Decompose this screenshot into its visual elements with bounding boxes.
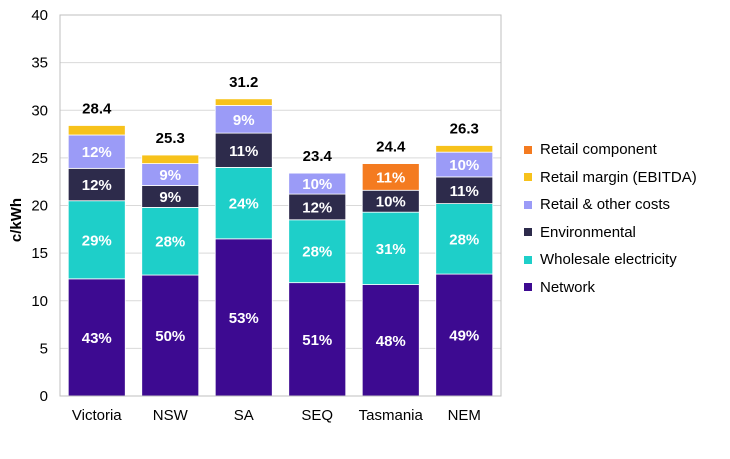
legend-item: Retail & other costs xyxy=(524,191,697,219)
segment-label: 10% xyxy=(302,176,332,193)
segment-label: 10% xyxy=(376,194,406,211)
x-tick-label: Victoria xyxy=(72,407,122,424)
bars: 43% 29% 12% 12% 28.4 50% 28% 9% 9% 25.3 53% 24% 11% 9… xyxy=(67,74,494,397)
bar-segment xyxy=(435,203,494,275)
y-tick-label: 20 xyxy=(31,198,48,215)
legend-item: Retail component xyxy=(524,136,697,164)
segment-label: 9% xyxy=(159,167,181,184)
segment-label: 28% xyxy=(449,231,479,248)
axes: 0 5 10 15 20 25 30 35 40 Victoria NSW SA SEQ Tasmania… xyxy=(31,7,502,424)
y-tick-label: 30 xyxy=(31,102,48,119)
y-tick-label: 25 xyxy=(31,150,48,167)
bar-segment xyxy=(67,200,126,280)
y-tick-label: 15 xyxy=(31,245,48,262)
total-label: 25.3 xyxy=(156,130,185,147)
segment-label: 51% xyxy=(302,332,332,349)
bar-segment xyxy=(288,282,347,397)
total-label: 23.4 xyxy=(303,148,333,165)
bar-segment xyxy=(67,134,126,169)
x-tick-label: Tasmania xyxy=(359,407,424,424)
legend-swatch xyxy=(524,255,532,264)
bar-segment xyxy=(361,284,420,397)
x-tick-label: SA xyxy=(234,407,254,424)
segment-label: 28% xyxy=(155,234,185,251)
total-label: 24.4 xyxy=(376,139,406,156)
bar-segment xyxy=(214,238,273,397)
y-axis-label: c/kWh xyxy=(8,198,25,242)
bar-segment xyxy=(288,193,347,221)
y-tick-label: 5 xyxy=(40,340,48,357)
bar-segment xyxy=(67,167,126,202)
segment-label: 11% xyxy=(376,169,405,186)
legend-swatch xyxy=(524,173,532,182)
bar-segment xyxy=(67,125,126,136)
segment-label: 24% xyxy=(229,196,259,213)
plot-border xyxy=(59,14,502,397)
x-tick-label: NSW xyxy=(153,407,189,424)
segment-label: 11% xyxy=(450,183,479,200)
bar-segment xyxy=(67,278,126,397)
segment-label: 11% xyxy=(229,143,258,160)
legend-swatch xyxy=(524,200,532,209)
legend-item: Wholesale electricity xyxy=(524,246,697,274)
legend-label: Network xyxy=(540,278,596,296)
legend-swatch xyxy=(524,228,532,237)
segment-label: 48% xyxy=(376,333,406,350)
bar-segment xyxy=(288,219,347,284)
bar-segment xyxy=(288,172,347,195)
gridlines xyxy=(60,14,501,397)
y-tick-label: 40 xyxy=(31,7,48,24)
legend-swatch xyxy=(524,283,532,292)
bar-segment xyxy=(141,207,200,276)
legend-label: Retail margin (EBITDA) xyxy=(540,168,697,186)
total-label: 31.2 xyxy=(229,74,258,91)
segment-label: 53% xyxy=(229,310,259,327)
y-tick-label: 35 xyxy=(31,55,48,72)
segment-label: 43% xyxy=(82,330,112,347)
segment-label: 49% xyxy=(449,328,479,345)
legend-item: Environmental xyxy=(524,219,697,247)
bar-segment xyxy=(435,176,494,204)
bar-segment xyxy=(214,166,273,240)
legend-label: Retail component xyxy=(540,141,657,159)
segment-label: 12% xyxy=(302,199,332,216)
segment-label: 29% xyxy=(82,232,112,249)
y-tick-label: 0 xyxy=(40,388,48,405)
segment-label: 50% xyxy=(155,328,185,345)
bar-segment xyxy=(435,145,494,153)
bar-segment xyxy=(435,151,494,178)
segment-label: 9% xyxy=(233,112,255,129)
legend-label: Wholesale electricity xyxy=(540,251,677,269)
legend-label: Environmental xyxy=(540,223,636,241)
segment-label: 10% xyxy=(449,157,479,174)
legend-item: Retail margin (EBITDA) xyxy=(524,164,697,192)
bar-segment xyxy=(214,105,273,134)
segment-label: 9% xyxy=(159,189,181,206)
segment-label: 12% xyxy=(82,144,112,161)
legend: Retail component Retail margin (EBITDA) Re… xyxy=(524,136,697,301)
legend-label: Retail & other costs xyxy=(540,196,671,214)
segment-label: 31% xyxy=(376,241,406,258)
y-tick-label: 10 xyxy=(31,293,48,310)
bar-segment xyxy=(214,98,273,106)
total-label: 26.3 xyxy=(450,120,479,137)
bar-segment xyxy=(361,163,420,191)
legend-item: Network xyxy=(524,274,697,302)
legend-swatch xyxy=(524,145,532,154)
bar-segment xyxy=(141,274,200,397)
segment-label: 28% xyxy=(302,244,332,261)
total-label: 28.4 xyxy=(82,100,112,117)
bar-segment xyxy=(141,154,200,164)
x-tick-label: NEM xyxy=(448,407,481,424)
segment-label: 12% xyxy=(82,177,112,194)
x-tick-label: SEQ xyxy=(301,407,333,424)
